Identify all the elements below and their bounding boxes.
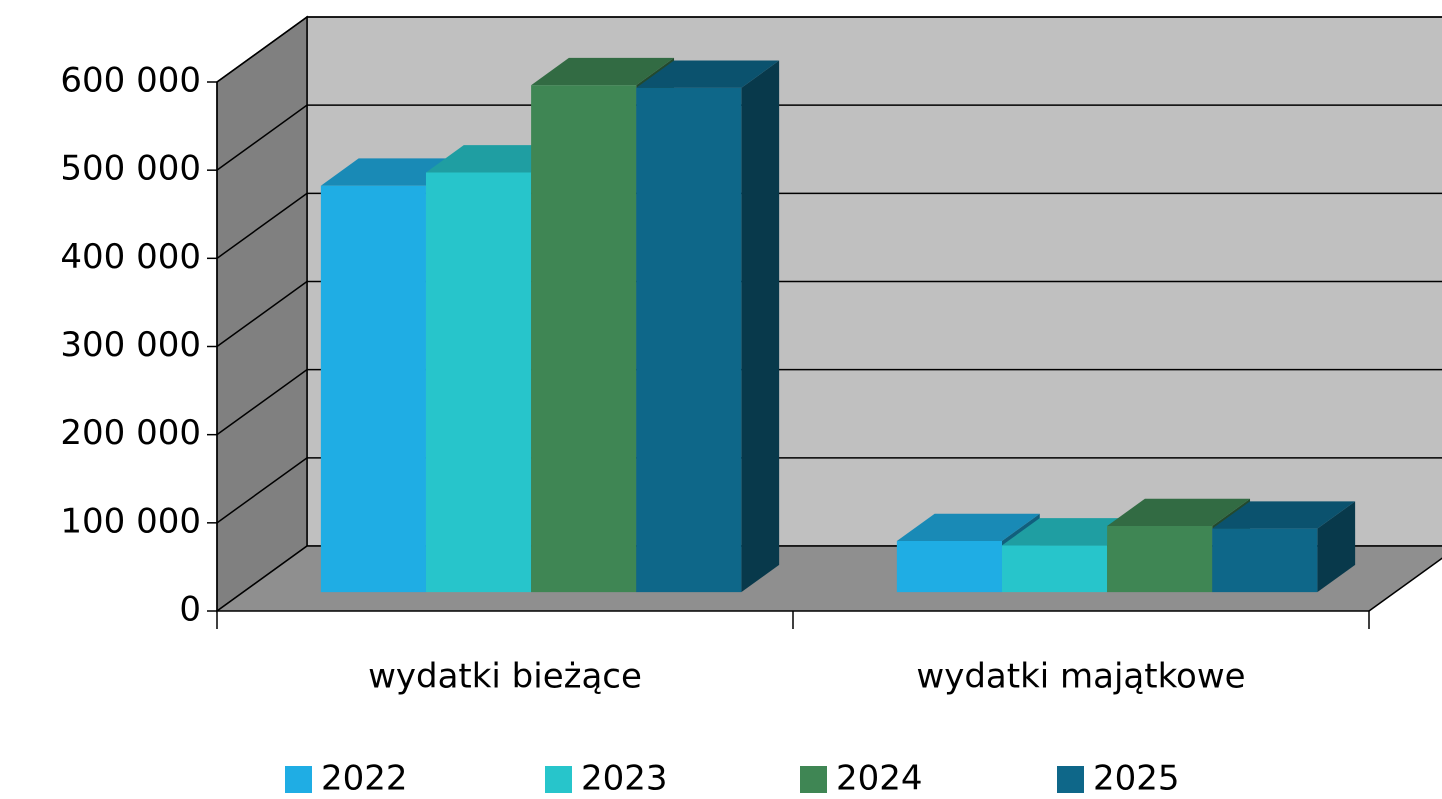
x-tick-label: wydatki bieżące: [368, 657, 642, 697]
grid-line: [216, 104, 1442, 171]
grid-line: [216, 192, 1442, 259]
grid-line: [216, 457, 1442, 524]
bar-top: [531, 57, 675, 86]
legend-swatch: [545, 766, 572, 793]
y-tick-label: 500 000: [60, 149, 201, 189]
y-tick-label: 200 000: [60, 413, 201, 453]
legend-label: 2024: [836, 759, 923, 799]
bar-top: [896, 513, 1040, 542]
bar-side: [741, 60, 780, 593]
y-tick-label: 0: [179, 590, 201, 630]
bar-top: [636, 60, 780, 88]
grid-line: [216, 280, 1442, 348]
legend-label: 2025: [1093, 759, 1180, 799]
grid-line: [216, 368, 1442, 436]
bar: [896, 513, 1040, 593]
y-tick-label: 400 000: [60, 237, 201, 277]
legend-swatch: [285, 766, 312, 793]
y-tick-label: 600 000: [60, 61, 201, 101]
bar-front: [320, 185, 426, 593]
y-tick-label: 300 000: [60, 325, 201, 365]
bar: [1212, 501, 1356, 593]
bar-front: [1001, 545, 1108, 593]
legend-label: 2023: [581, 759, 668, 799]
x-tick-label: wydatki majątkowe: [916, 657, 1245, 697]
bar-front: [1107, 526, 1213, 593]
bar-side: [1317, 501, 1356, 593]
floor-edge: [1368, 557, 1442, 612]
bar-front: [1212, 528, 1318, 593]
legend-label: 2022: [321, 759, 408, 799]
bar-top: [1107, 498, 1251, 527]
legend-swatch: [1057, 766, 1084, 793]
bar-front: [636, 87, 742, 593]
bar-top: [1212, 501, 1356, 529]
bar: [636, 60, 780, 593]
bar-front: [425, 172, 532, 593]
bar-front: [531, 85, 637, 593]
legend-swatch: [800, 766, 827, 793]
bar-front: [896, 541, 1002, 593]
grid-line: [216, 16, 1442, 83]
y-tick-label: 100 000: [60, 501, 201, 541]
